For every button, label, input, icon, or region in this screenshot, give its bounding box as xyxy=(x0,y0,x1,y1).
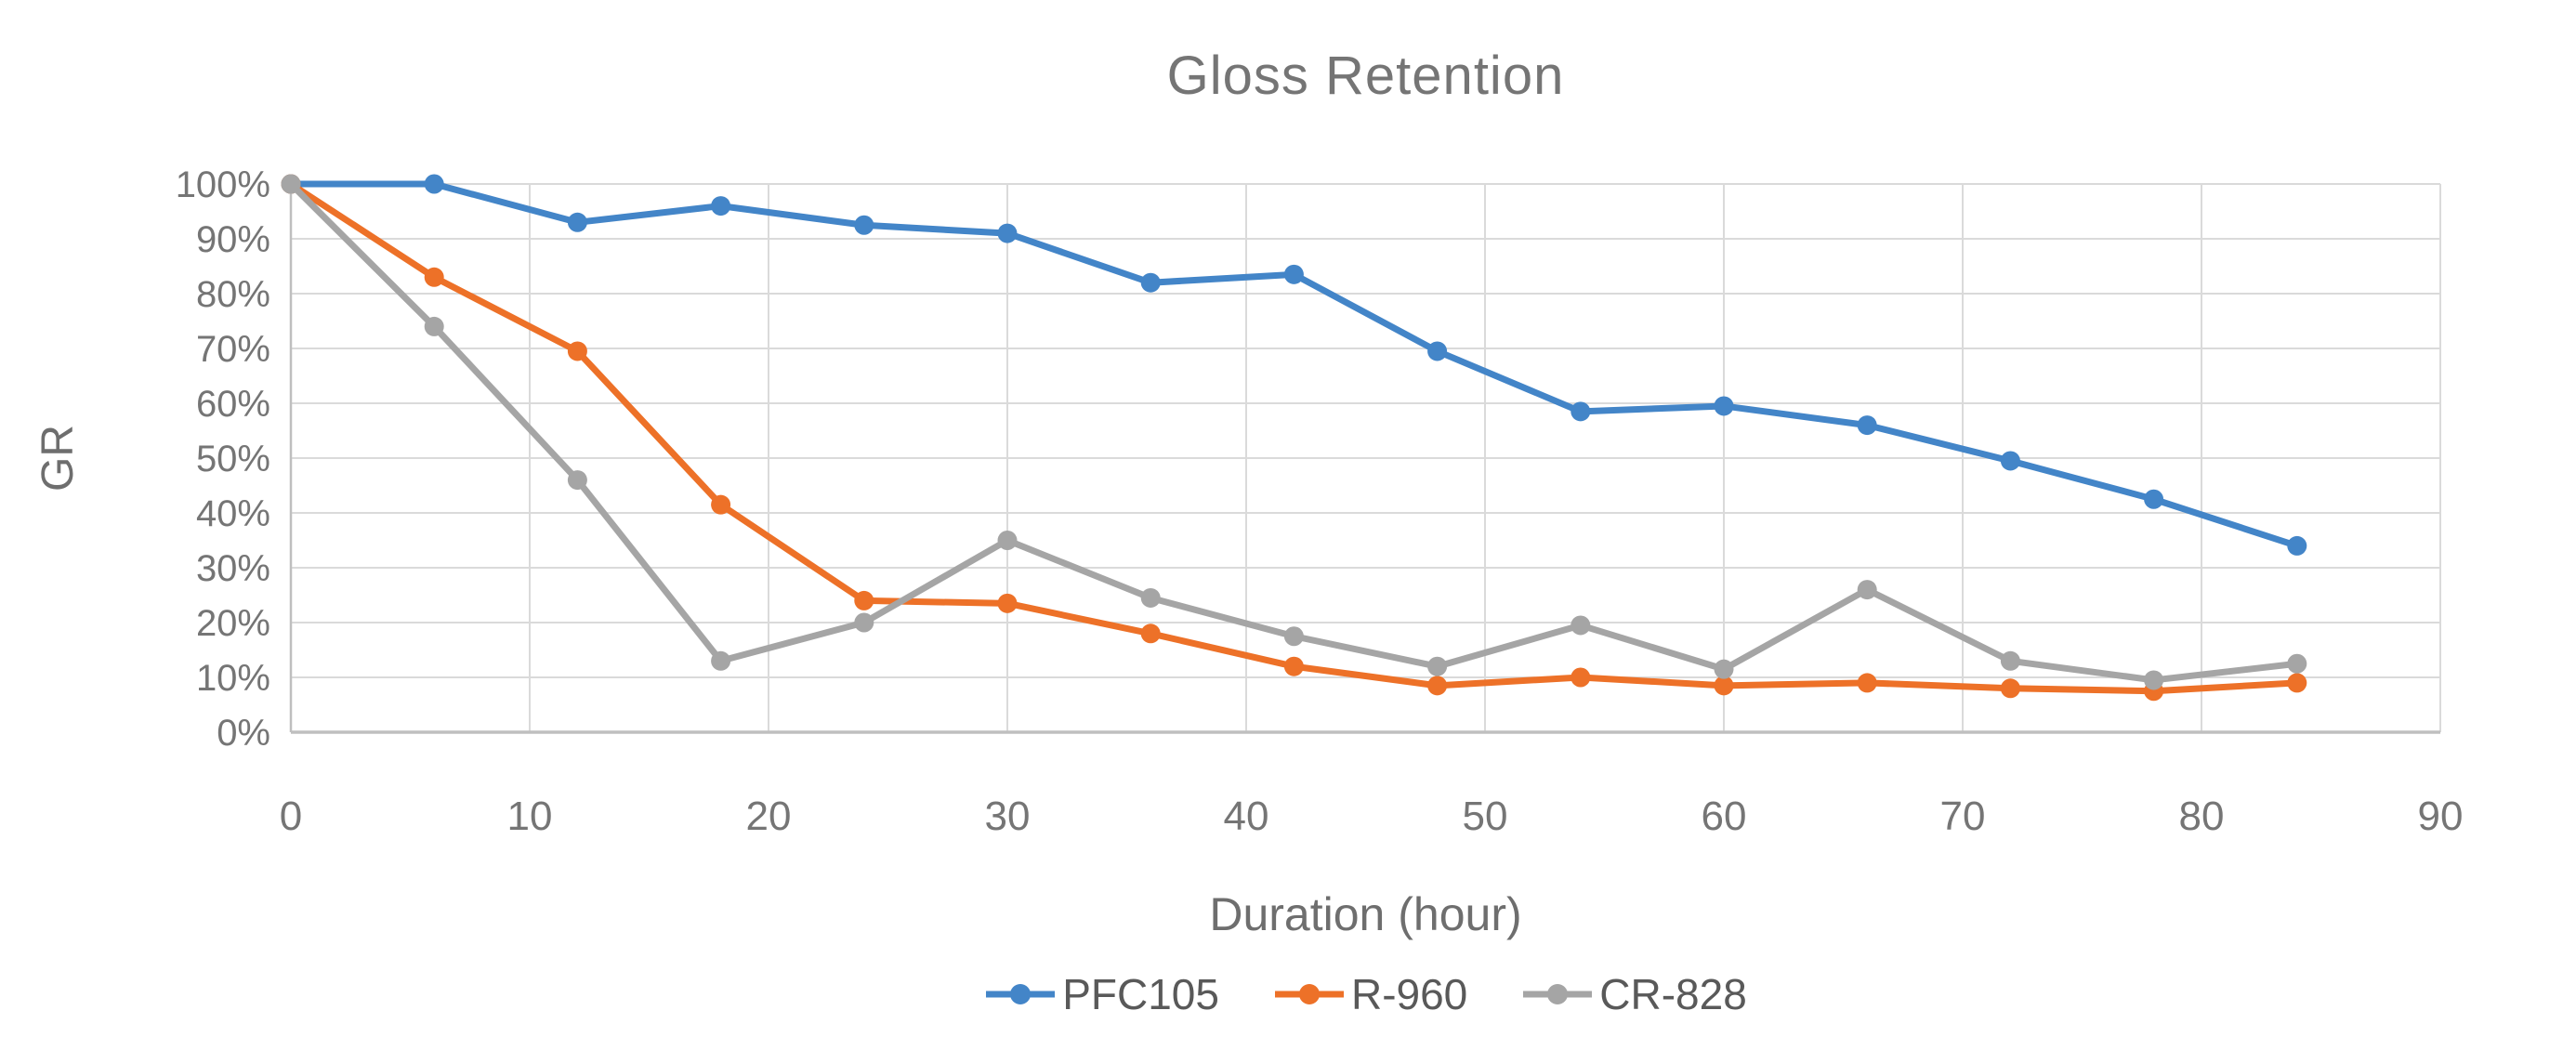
y-tick-label: 0% xyxy=(217,713,270,754)
data-point-R-960 xyxy=(567,341,587,361)
y-tick-label: 20% xyxy=(196,603,270,644)
data-point-R-960 xyxy=(1857,673,1877,693)
x-tick-label: 10 xyxy=(507,794,553,839)
legend-dot-icon xyxy=(1010,984,1032,1004)
legend-item-R-960: R-960 xyxy=(1273,969,1467,1019)
y-tick-label: 40% xyxy=(196,493,270,534)
data-point-PFC105 xyxy=(2000,451,2020,471)
data-point-CR-828 xyxy=(1571,615,1591,636)
data-point-R-960 xyxy=(2287,673,2307,693)
legend-marker-icon xyxy=(1523,984,1593,1004)
data-point-CR-828 xyxy=(1140,587,1161,608)
data-point-R-960 xyxy=(711,494,731,515)
data-point-R-960 xyxy=(997,593,1018,613)
x-tick-label: 80 xyxy=(2179,794,2225,839)
chart-title: Gloss Retention xyxy=(1166,46,1565,106)
legend: PFC105 R-960 CR-828 xyxy=(291,957,2440,1031)
series-line-R-960 xyxy=(287,180,2301,695)
y-tick-label: 30% xyxy=(196,548,270,589)
data-point-R-960 xyxy=(1571,667,1591,688)
y-tick-label: 90% xyxy=(196,219,270,260)
data-point-PFC105 xyxy=(567,212,587,232)
y-tick-label: 10% xyxy=(196,658,270,699)
legend-dot-icon xyxy=(1298,984,1320,1004)
data-point-R-960 xyxy=(424,267,444,287)
data-point-CR-828 xyxy=(2287,653,2307,674)
x-tick-label: 0 xyxy=(280,794,302,839)
x-tick-label: 90 xyxy=(2418,794,2464,839)
data-point-CR-828 xyxy=(1427,656,1448,676)
legend-dot-icon xyxy=(1547,984,1569,1004)
data-point-CR-828 xyxy=(281,174,301,194)
data-point-R-960 xyxy=(1140,623,1161,644)
data-point-CR-828 xyxy=(567,470,587,491)
data-point-PFC105 xyxy=(1857,415,1877,436)
data-point-CR-828 xyxy=(854,612,874,633)
data-point-PFC105 xyxy=(1714,396,1734,416)
y-tick-label: 50% xyxy=(196,439,270,479)
legend-label: PFC105 xyxy=(1062,970,1219,1018)
data-point-PFC105 xyxy=(1283,264,1304,284)
data-point-PFC105 xyxy=(2144,489,2164,509)
data-point-R-960 xyxy=(1714,676,1734,696)
x-tick-label: 40 xyxy=(1224,794,1269,839)
data-point-PFC105 xyxy=(997,223,1018,243)
data-point-PFC105 xyxy=(1571,401,1591,422)
legend-marker-icon xyxy=(986,984,1056,1004)
y-tick-label: 60% xyxy=(196,384,270,425)
data-point-PFC105 xyxy=(854,215,874,235)
data-point-CR-828 xyxy=(1714,659,1734,679)
data-point-R-960 xyxy=(1283,656,1304,676)
y-tick-label: 100% xyxy=(176,164,270,205)
series-line-CR-828 xyxy=(287,180,2301,684)
data-point-PFC105 xyxy=(2287,535,2307,556)
data-point-R-960 xyxy=(1427,676,1448,696)
legend-label: R-960 xyxy=(1350,970,1468,1018)
data-point-CR-828 xyxy=(711,650,731,671)
data-point-PFC105 xyxy=(1427,341,1448,361)
y-tick-label: 70% xyxy=(196,329,270,370)
y-tick-label: 80% xyxy=(196,274,270,315)
legend-label: CR-828 xyxy=(1599,970,1747,1018)
data-point-PFC105 xyxy=(711,196,731,217)
legend-marker-icon xyxy=(1274,984,1344,1004)
data-point-PFC105 xyxy=(1140,272,1161,293)
data-point-CR-828 xyxy=(2144,670,2164,690)
x-tick-label: 50 xyxy=(1463,794,1508,839)
data-point-CR-828 xyxy=(1857,580,1877,600)
data-point-CR-828 xyxy=(424,316,444,336)
data-point-PFC105 xyxy=(424,174,444,194)
legend-item-PFC105: PFC105 xyxy=(984,969,1219,1019)
data-point-CR-828 xyxy=(997,531,1018,550)
x-tick-label: 60 xyxy=(1702,794,1747,839)
x-axis-title: Duration (hour) xyxy=(1209,888,1522,940)
data-point-R-960 xyxy=(854,590,874,610)
x-tick-label: 30 xyxy=(985,794,1031,839)
data-point-CR-828 xyxy=(2000,650,2020,671)
legend-item-CR-828: CR-828 xyxy=(1521,969,1747,1019)
data-point-R-960 xyxy=(2000,678,2020,699)
data-point-CR-828 xyxy=(1283,626,1304,647)
x-tick-label: 70 xyxy=(1940,794,1986,839)
x-tick-label: 20 xyxy=(746,794,792,839)
